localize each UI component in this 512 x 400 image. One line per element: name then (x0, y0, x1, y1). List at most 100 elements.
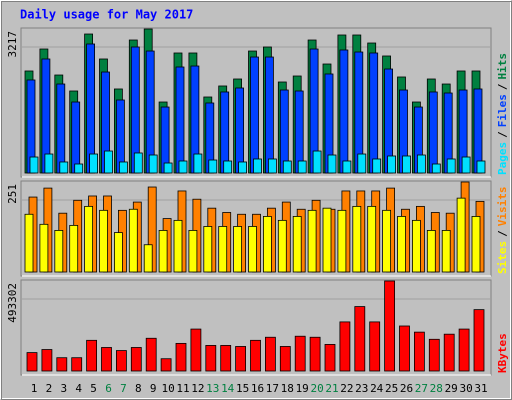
x-tick-label: 17 (266, 382, 279, 395)
bar (130, 347, 142, 372)
chart-title: Daily usage for May 2017 (20, 8, 193, 22)
x-tick-label: 18 (281, 382, 294, 395)
bar (160, 358, 172, 372)
bar (279, 346, 291, 372)
bar (133, 152, 143, 174)
bar (413, 331, 425, 372)
x-tick-label: 11 (176, 382, 189, 395)
y-tick-label: 251 (6, 184, 19, 204)
x-tick-label: 6 (105, 382, 112, 395)
x-tick-label: 9 (150, 382, 157, 395)
bar (220, 345, 232, 372)
bar (253, 158, 262, 174)
bar (324, 344, 336, 372)
x-tick-label: 25 (385, 382, 398, 395)
bar (411, 219, 421, 273)
bar (250, 339, 261, 372)
y-tick-label: 3217 (6, 31, 19, 58)
x-tick-label: 26 (400, 382, 413, 395)
legend: Sites / Visits (496, 187, 509, 275)
bar (352, 205, 362, 273)
bar (116, 350, 127, 372)
legend-entry: Visits (496, 187, 509, 227)
bar (307, 209, 317, 273)
bar (426, 230, 436, 273)
bar (114, 232, 123, 273)
legend-separator: / (496, 131, 509, 138)
bar (372, 158, 382, 174)
bar (163, 162, 173, 174)
bar (250, 56, 259, 174)
x-tick-label: 24 (370, 382, 384, 395)
bar (292, 216, 302, 273)
bar (262, 216, 272, 273)
bar (56, 83, 66, 174)
bar (188, 230, 198, 273)
x-tick-label: 19 (296, 382, 309, 395)
bar (428, 338, 440, 372)
bar (357, 153, 367, 174)
bar (41, 349, 53, 372)
x-tick-label: 16 (251, 382, 264, 395)
x-tick-label: 27 (415, 382, 428, 395)
legend-separator: / (496, 230, 509, 237)
bar (218, 226, 228, 273)
bar (208, 159, 218, 174)
bar (279, 89, 289, 174)
x-tick-label: 8 (135, 382, 142, 395)
bar (294, 335, 306, 372)
bar (337, 209, 347, 273)
bar (473, 88, 483, 174)
bar (282, 160, 292, 174)
bar (59, 161, 69, 174)
bar (235, 346, 247, 372)
bar (54, 230, 64, 273)
bar (205, 345, 217, 372)
legend-entry: Sites (496, 241, 509, 274)
bar (175, 66, 185, 174)
bar (86, 339, 97, 372)
x-tick-label: 13 (206, 382, 219, 395)
bar (56, 357, 68, 372)
bar (387, 155, 397, 174)
x-tick-label: 22 (340, 382, 353, 395)
bar (233, 226, 243, 273)
bar (446, 158, 456, 174)
bar (248, 226, 257, 273)
bar (104, 150, 113, 174)
bar (24, 213, 34, 273)
bar (264, 56, 274, 174)
x-tick-label: 10 (161, 382, 174, 395)
bar (101, 347, 112, 372)
bar (416, 154, 426, 174)
bar (428, 91, 438, 174)
x-tick-label: 30 (459, 382, 472, 395)
bar (476, 160, 486, 174)
bar (322, 207, 332, 273)
bar (342, 160, 352, 174)
bar (119, 161, 128, 174)
x-tick-label: 14 (221, 382, 235, 395)
bar (354, 306, 366, 372)
legend: Pages / Files / Hits (496, 53, 509, 175)
bar (339, 321, 351, 372)
x-tick-label: 31 (474, 382, 487, 395)
legend: KBytes (496, 333, 509, 373)
bar (193, 153, 203, 174)
bar (89, 153, 98, 174)
x-tick-label: 20 (310, 382, 323, 395)
bar (431, 163, 441, 174)
bar (339, 49, 349, 174)
bar (238, 161, 248, 174)
legend-entry: Hits (496, 53, 509, 80)
legend-separator: / (496, 83, 509, 90)
bar (327, 154, 337, 174)
legend-entry: Files (496, 94, 509, 127)
bar (26, 352, 38, 372)
bar (369, 52, 379, 174)
bar (267, 158, 277, 174)
bar (71, 101, 81, 174)
bar (145, 337, 157, 372)
